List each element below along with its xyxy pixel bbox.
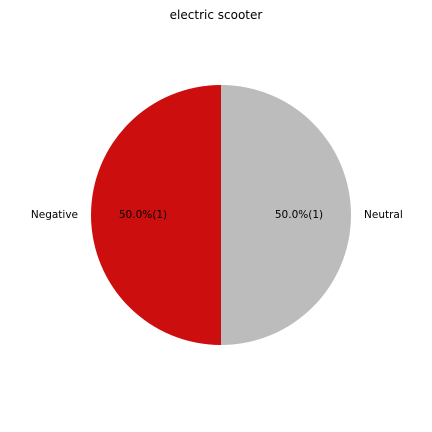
pie-slice-negative [91, 85, 221, 345]
percent-label-neutral: 50.0%(1) [275, 209, 323, 221]
percent-label-negative: 50.0%(1) [119, 209, 167, 221]
pie-slice-neutral [221, 85, 351, 345]
pie-slices [91, 85, 351, 345]
slice-label-negative: Negative [31, 209, 78, 221]
slice-label-neutral: Neutral [364, 209, 403, 221]
chart-title: electric scooter [170, 8, 263, 22]
pie-labels: Negative 50.0%(1) Neutral 50.0%(1) [31, 209, 403, 221]
